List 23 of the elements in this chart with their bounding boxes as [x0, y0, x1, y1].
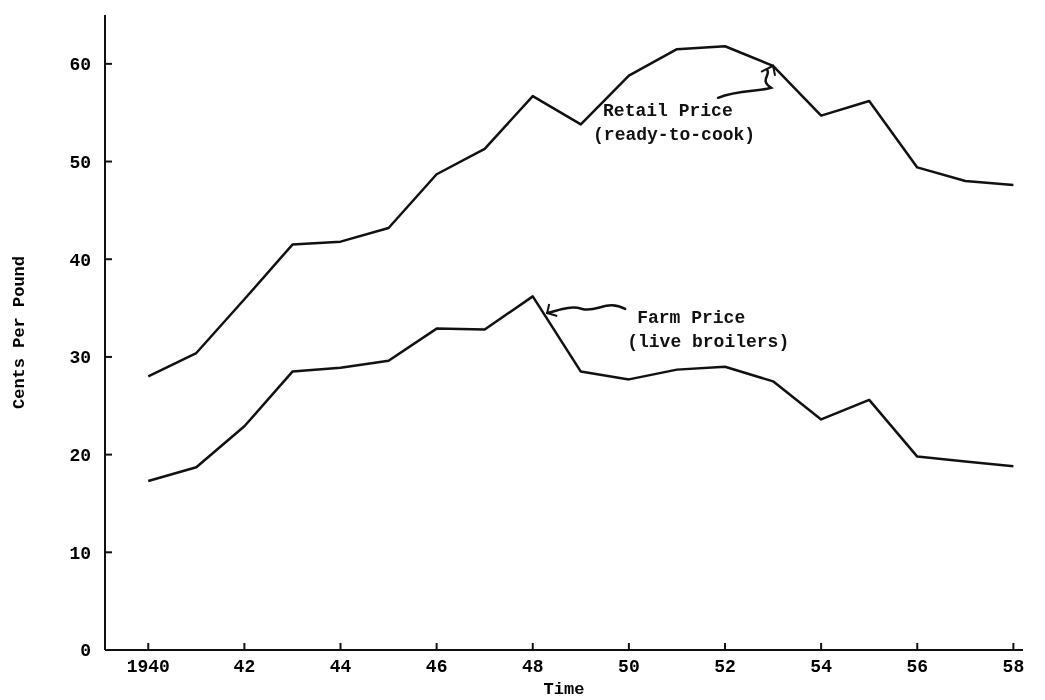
x-tick-label: 42 — [233, 657, 256, 677]
y-tick-label: 20 — [69, 445, 91, 466]
x-tick-label: 50 — [618, 657, 640, 677]
y-tick-label: 60 — [69, 55, 91, 76]
x-tick-label: 56 — [906, 657, 929, 677]
x-tick-label: 52 — [714, 657, 736, 677]
x-tick-label: 46 — [425, 657, 448, 677]
annotation: Retail Price (ready-to-cook) — [593, 100, 756, 145]
x-tick-label: 1940 — [126, 657, 170, 677]
x-tick-label: 44 — [329, 657, 352, 677]
x-tick-label: 54 — [810, 657, 833, 677]
y-tick-label: 10 — [69, 543, 91, 564]
y-axis-title: Cents Per Pound — [10, 255, 29, 410]
x-tick-label: 48 — [521, 657, 544, 677]
y-tick-label: 40 — [69, 250, 91, 271]
x-tick-label: 58 — [1002, 657, 1025, 677]
line-series — [147, 45, 1015, 378]
y-tick-label: 0 — [80, 641, 91, 662]
y-tick-label: 50 — [69, 152, 91, 173]
annotation: Farm Price (live broilers) — [627, 307, 790, 352]
line-series — [147, 295, 1015, 483]
x-axis-title: Time — [543, 680, 585, 699]
y-tick-label: 30 — [69, 348, 91, 369]
